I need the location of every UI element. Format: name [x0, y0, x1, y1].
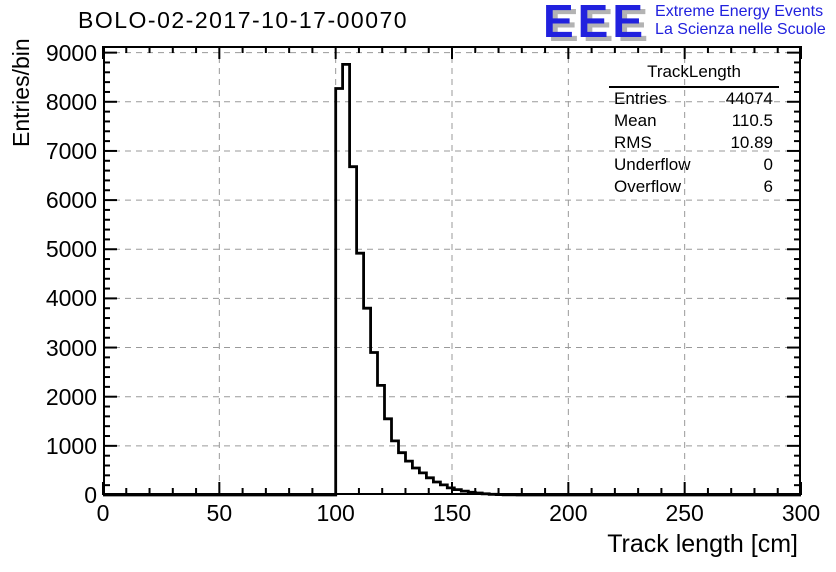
stats-row-label: Underflow [614, 155, 691, 174]
eee-tagline-1: Extreme Energy Events [655, 3, 824, 20]
x-tick-label: 50 [206, 500, 233, 526]
stats-row-label: Mean [614, 111, 657, 130]
eee-logo-shadow: EEE [548, 0, 653, 51]
stats-row-label: Overflow [614, 177, 682, 196]
y-tick-label: 7000 [45, 137, 97, 164]
x-tick-label: 100 [316, 500, 355, 526]
y-tick-label: 8000 [45, 88, 97, 115]
x-tick-label: 150 [432, 500, 472, 526]
x-tick-label: 250 [665, 500, 704, 526]
eee-tagline-2: La Scienza nelle Scuole [655, 21, 826, 38]
eee-logo-taglines: Extreme Energy Events La Scienza nelle S… [655, 3, 826, 39]
stats-row: Underflow 0 [609, 154, 779, 176]
y-tick-label: 6000 [45, 187, 97, 214]
x-tick-label: 300 [781, 500, 821, 526]
stats-row: RMS 10.89 [609, 132, 779, 154]
plot-frame [103, 46, 801, 495]
stats-row-value: 10.89 [730, 133, 773, 152]
y-tick-label: 5000 [45, 236, 97, 263]
stats-row-label: Entries [614, 89, 667, 108]
y-tick-label: 1000 [45, 432, 97, 459]
stats-row-value: 0 [763, 155, 773, 174]
stats-row: Overflow 6 [609, 176, 779, 198]
y-tick-label: 4000 [45, 285, 97, 312]
stats-row: Entries 44074 [609, 88, 779, 110]
stats-row: Mean 110.5 [609, 110, 779, 132]
y-tick-label: 9000 [45, 39, 97, 66]
x-tick-label: 0 [96, 500, 110, 526]
stats-row-value: 6 [763, 177, 773, 196]
y-tick-label: 2000 [45, 383, 97, 410]
y-tick-label: 0 [84, 482, 97, 508]
eee-logo-acronym: EEE EEE [543, 0, 648, 48]
plot-title: BOLO-02-2017-10-17-00070 [78, 7, 409, 33]
eee-logo-letters: EEE [543, 0, 648, 47]
y-axis-title: Entries/bin [8, 38, 34, 147]
stats-row-value: 44074 [725, 89, 773, 108]
stats-box-rows: Entries 44074 Mean 110.5 RMS 10.89 Underflow 0 O… [609, 88, 779, 198]
stats-box-title: TrackLength [609, 62, 779, 88]
stats-box: TrackLength Entries 44074 Mean 110.5 RMS 10.8… [609, 62, 779, 198]
stats-row-label: RMS [614, 133, 652, 152]
histogram-plot-area [102, 46, 802, 497]
x-tick-label: 200 [549, 500, 588, 526]
y-tick-label: 3000 [45, 334, 97, 361]
stats-row-value: 110.5 [731, 111, 773, 130]
x-axis-title: Track length [cm] [607, 530, 798, 558]
eee-logo: EEE EEE Extreme Energy Events La Scienza… [543, 0, 826, 48]
